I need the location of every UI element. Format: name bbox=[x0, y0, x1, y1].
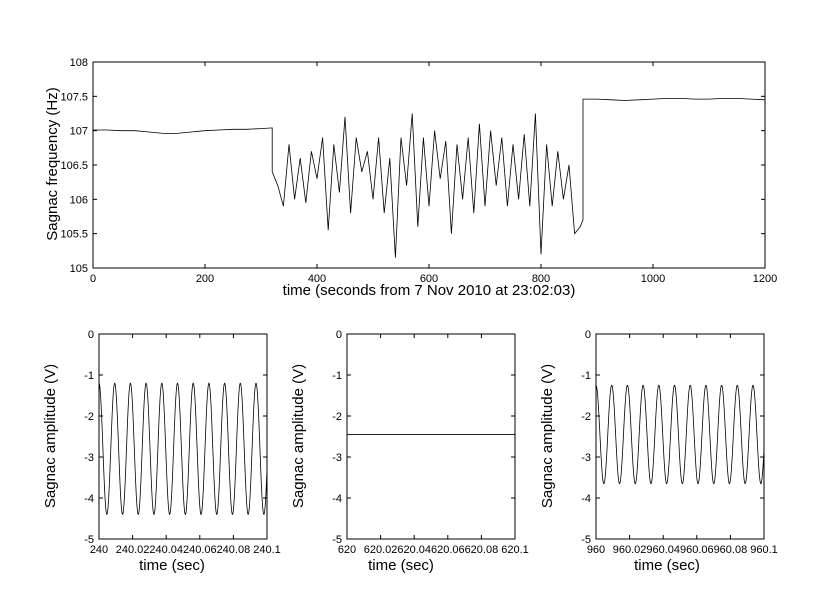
middle-y-tick-label: -2 bbox=[332, 411, 342, 423]
middle-x-tick-label: 620.1 bbox=[501, 544, 529, 556]
left-x-axis-label: time (sec) bbox=[139, 557, 205, 574]
middle-y-tick-label: -1 bbox=[332, 370, 342, 382]
top-y-tick-label: 107 bbox=[70, 126, 88, 138]
top-x-tick-label: 400 bbox=[308, 273, 326, 285]
top-series-line bbox=[93, 98, 766, 258]
middle-x-axis-label: time (sec) bbox=[368, 557, 434, 574]
top-x-tick-label: 600 bbox=[420, 273, 438, 285]
left-x-tick-label: 240.08 bbox=[217, 544, 251, 556]
bottom-left-panel: time (sec) Sagnac amplitude (V) 240 240.0… bbox=[42, 329, 281, 574]
top-x-tick-label: 800 bbox=[532, 273, 550, 285]
middle-x-tick-label: 620.06 bbox=[431, 544, 465, 556]
left-x-tick-label: 240.1 bbox=[253, 544, 281, 556]
left-y-tick-label: -1 bbox=[84, 370, 94, 382]
left-y-tick-label: -2 bbox=[84, 411, 94, 423]
top-panel: time (seconds from 7 Nov 2010 at 23:02:0… bbox=[44, 57, 777, 299]
left-x-tick-label: 240.04 bbox=[149, 544, 183, 556]
left-y-tick-label: -3 bbox=[84, 452, 94, 464]
top-x-tick-label: 0 bbox=[90, 273, 96, 285]
top-x-axis-label: time (seconds from 7 Nov 2010 at 23:02:0… bbox=[283, 282, 576, 299]
left-y-tick-label: -4 bbox=[84, 493, 94, 505]
top-y-tick-label: 105 bbox=[70, 263, 88, 275]
top-y-tick-label: 107.5 bbox=[60, 91, 88, 103]
left-plot-frame bbox=[98, 333, 268, 540]
bottom-middle-panel: time (sec) Sagnac amplitude (V) 620 620.0… bbox=[290, 329, 529, 574]
top-x-tick-label: 200 bbox=[196, 273, 214, 285]
right-y-tick-label: -2 bbox=[581, 411, 591, 423]
top-x-tick-label: 1200 bbox=[753, 273, 777, 285]
middle-x-tick-label: 620.04 bbox=[397, 544, 431, 556]
right-x-tick-label: 960 bbox=[587, 544, 605, 556]
right-y-tick-label: 0 bbox=[585, 329, 591, 341]
middle-x-tick-label: 620.02 bbox=[364, 544, 398, 556]
top-x-tick-label: 1000 bbox=[641, 273, 665, 285]
top-y-tick-label: 108 bbox=[70, 57, 88, 69]
right-x-tick-label: 960.06 bbox=[680, 544, 714, 556]
right-x-tick-label: 960.02 bbox=[613, 544, 647, 556]
right-plot-frame bbox=[595, 333, 765, 540]
top-y-tick-label: 106.5 bbox=[60, 160, 88, 172]
right-y-tick-label: -5 bbox=[581, 534, 591, 546]
left-y-tick-label: 0 bbox=[88, 329, 94, 341]
right-x-tick-label: 960.08 bbox=[714, 544, 748, 556]
right-y-tick-label: -3 bbox=[581, 452, 591, 464]
right-y-axis-label: Sagnac amplitude (V) bbox=[539, 364, 556, 508]
middle-plot-frame bbox=[346, 333, 516, 540]
left-x-tick-label: 240 bbox=[90, 544, 108, 556]
left-y-tick-label: -5 bbox=[84, 534, 94, 546]
top-y-tick-label: 106 bbox=[70, 194, 88, 206]
left-x-tick-label: 240.06 bbox=[183, 544, 217, 556]
bottom-right-panel: time (sec) Sagnac amplitude (V) 960 960.0… bbox=[539, 329, 778, 574]
top-y-tick-label: 105.5 bbox=[60, 229, 88, 241]
top-plot-frame bbox=[92, 61, 766, 269]
right-x-axis-label: time (sec) bbox=[634, 557, 700, 574]
left-series-line bbox=[98, 382, 268, 516]
middle-x-tick-label: 620.08 bbox=[465, 544, 499, 556]
middle-y-tick-label: -4 bbox=[332, 493, 342, 505]
right-y-tick-label: -1 bbox=[581, 370, 591, 382]
left-y-axis-label: Sagnac amplitude (V) bbox=[42, 364, 59, 508]
right-x-tick-label: 960.1 bbox=[750, 544, 778, 556]
middle-y-tick-label: -3 bbox=[332, 452, 342, 464]
left-x-tick-label: 240.02 bbox=[116, 544, 150, 556]
right-x-tick-label: 960.04 bbox=[646, 544, 680, 556]
middle-y-axis-label: Sagnac amplitude (V) bbox=[290, 364, 307, 508]
middle-x-tick-label: 620 bbox=[338, 544, 356, 556]
middle-y-tick-label: 0 bbox=[336, 329, 342, 341]
right-series-line bbox=[595, 384, 765, 485]
middle-y-tick-label: -5 bbox=[332, 534, 342, 546]
right-y-tick-label: -4 bbox=[581, 493, 591, 505]
top-y-axis-label: Sagnac frequency (Hz) bbox=[44, 87, 61, 240]
